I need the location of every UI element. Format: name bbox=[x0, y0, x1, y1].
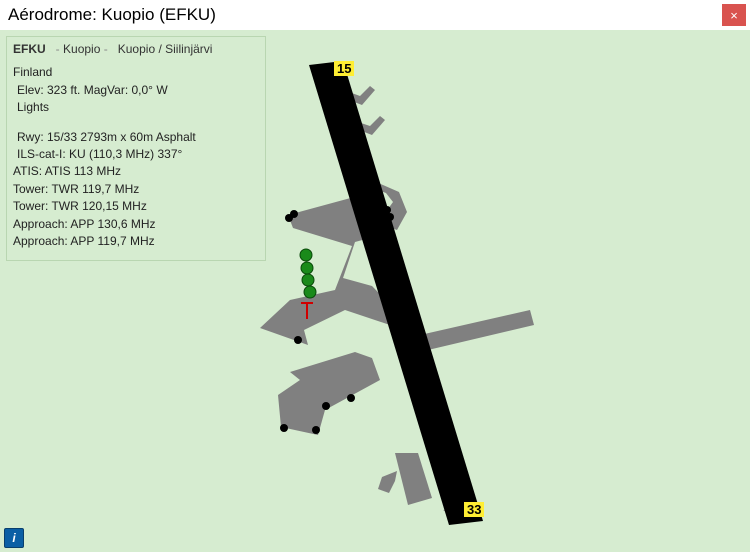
spacer bbox=[13, 117, 259, 129]
window-title: Aérodrome: Kuopio (EFKU) bbox=[8, 5, 216, 25]
runway-info: Rwy: 15/33 2793m x 60m Asphalt bbox=[13, 129, 259, 146]
parking-spot bbox=[300, 249, 312, 261]
aircraft-marker bbox=[280, 424, 288, 432]
map-content: EFKU - Kuopio - Kuopio / Siilinjärvi Fin… bbox=[0, 30, 750, 552]
aircraft-marker bbox=[386, 213, 394, 221]
runway-label-15: 15 bbox=[334, 61, 354, 76]
approach-freq-1: Approach: APP 130,6 MHz bbox=[13, 216, 259, 233]
info-icon[interactable]: i bbox=[4, 528, 24, 548]
header-sep2: - bbox=[104, 42, 115, 56]
approach-freq-2: Approach: APP 119,7 MHz bbox=[13, 233, 259, 250]
taxiway bbox=[395, 453, 432, 505]
aircraft-marker bbox=[383, 206, 391, 214]
aircraft-marker bbox=[347, 394, 355, 402]
ils-info: ILS-cat-I: KU (110,3 MHz) 337° bbox=[13, 146, 259, 163]
taxiway bbox=[378, 471, 397, 493]
aircraft-marker bbox=[294, 336, 302, 344]
airport-header: EFKU - Kuopio - Kuopio / Siilinjärvi bbox=[13, 41, 259, 58]
city: Kuopio bbox=[63, 42, 100, 56]
tower-freq-1: Tower: TWR 119,7 MHz bbox=[13, 181, 259, 198]
runway-label-33: 33 bbox=[464, 502, 484, 517]
parking-spot bbox=[304, 286, 316, 298]
aircraft-marker bbox=[312, 426, 320, 434]
close-button[interactable]: × bbox=[722, 4, 746, 26]
lights: Lights bbox=[13, 99, 259, 116]
region: Kuopio / Siilinjärvi bbox=[118, 42, 213, 56]
aircraft-marker bbox=[322, 402, 330, 410]
tower-freq-2: Tower: TWR 120,15 MHz bbox=[13, 198, 259, 215]
parking-spot bbox=[302, 274, 314, 286]
icao-code: EFKU bbox=[13, 42, 46, 56]
parking-spot bbox=[301, 262, 313, 274]
aerodrome-info-panel: EFKU - Kuopio - Kuopio / Siilinjärvi Fin… bbox=[6, 36, 266, 261]
aircraft-marker bbox=[290, 210, 298, 218]
window-titlebar: Aérodrome: Kuopio (EFKU) × bbox=[0, 0, 750, 30]
elev-magvar: Elev: 323 ft. MagVar: 0,0° W bbox=[13, 82, 259, 99]
taxiway bbox=[278, 352, 380, 435]
header-sep1: - bbox=[49, 42, 63, 56]
atis-freq: ATIS: ATIS 113 MHz bbox=[13, 163, 259, 180]
country: Finland bbox=[13, 64, 259, 81]
